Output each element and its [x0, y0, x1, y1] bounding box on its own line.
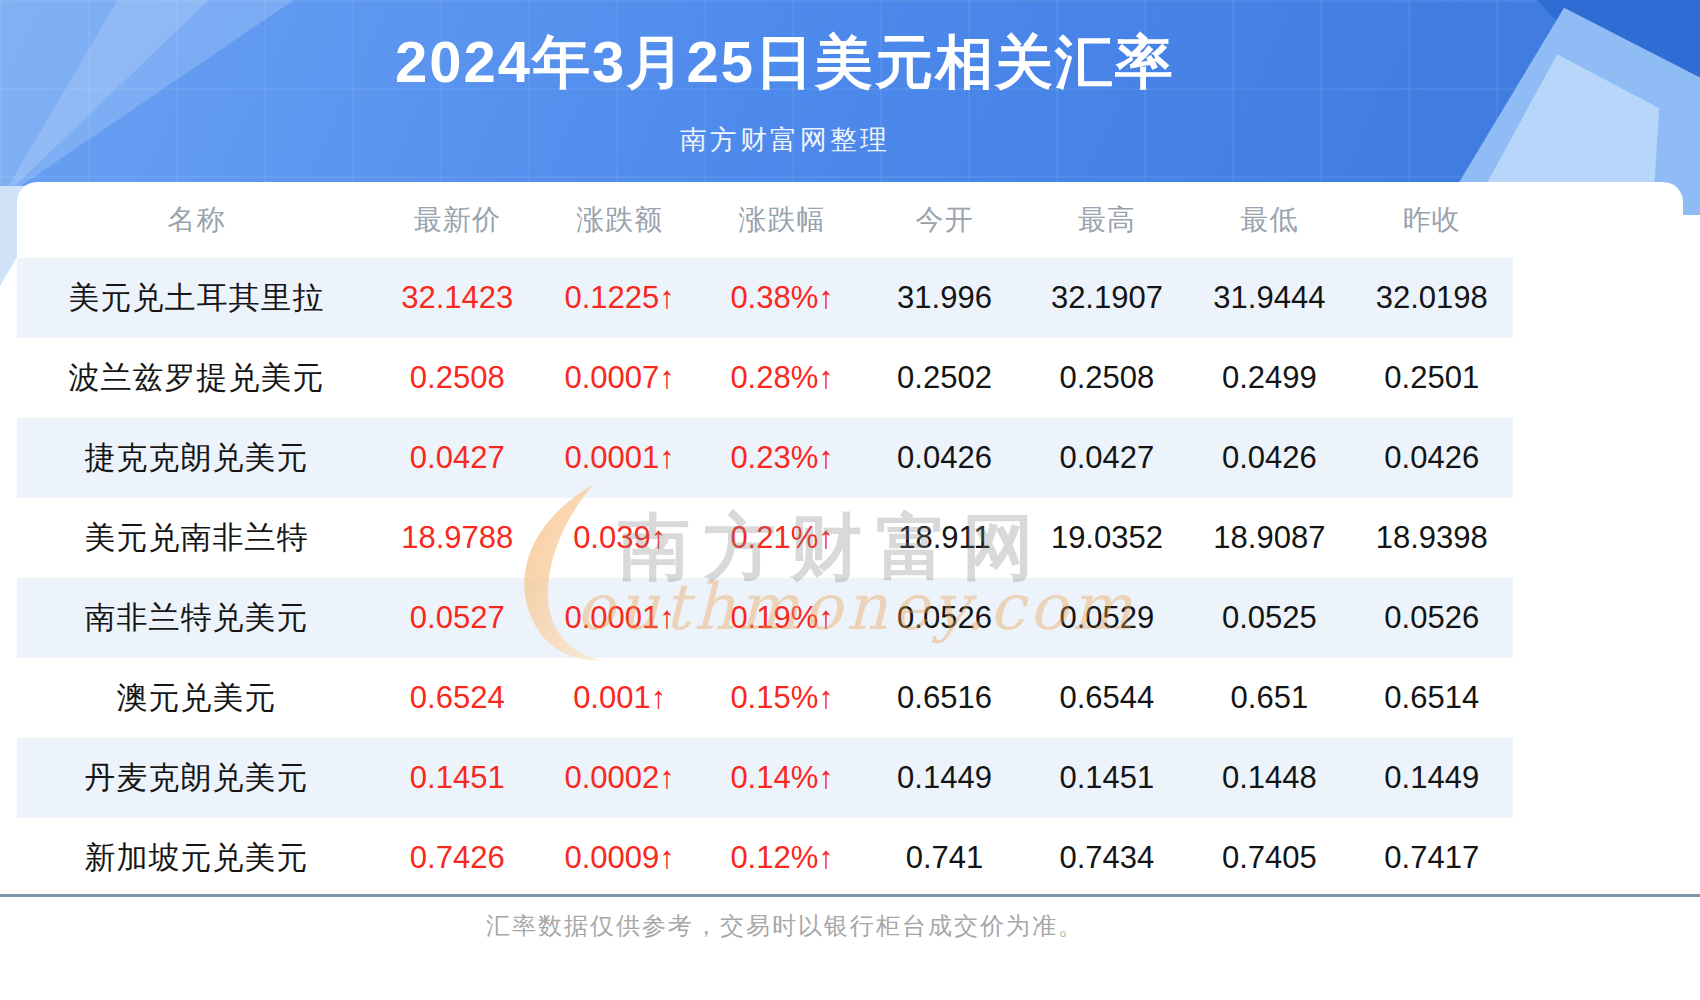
- cell-latest: 0.0527: [376, 578, 538, 658]
- table-row: 捷克克朗兑美元0.04270.0001↑0.23%↑0.04260.04270.…: [17, 418, 1513, 498]
- cell-high: 0.2508: [1026, 338, 1188, 418]
- cell-low: 0.2499: [1188, 338, 1350, 418]
- rates-table: 名称最新价涨跌额涨跌幅今开最高最低昨收 美元兑土耳其里拉32.14230.122…: [17, 182, 1513, 898]
- footer-divider: [0, 894, 1700, 897]
- cell-latest: 0.7426: [376, 818, 538, 898]
- cell-high: 0.1451: [1026, 738, 1188, 818]
- cell-change-pct: 0.12%↑: [701, 818, 863, 898]
- cell-high: 0.6544: [1026, 658, 1188, 738]
- cell-high: 0.0427: [1026, 418, 1188, 498]
- table-row: 新加坡元兑美元0.74260.0009↑0.12%↑0.7410.74340.7…: [17, 818, 1513, 898]
- table-row: 澳元兑美元0.65240.001↑0.15%↑0.65160.65440.651…: [17, 658, 1513, 738]
- cell-low: 31.9444: [1188, 258, 1350, 338]
- cell-open: 0.2502: [863, 338, 1025, 418]
- cell-low: 0.0426: [1188, 418, 1350, 498]
- cell-prev-close: 0.1449: [1351, 738, 1513, 818]
- footer-disclaimer: 汇率数据仅供参考，交易时以银行柜台成交价为准。: [0, 912, 1570, 940]
- cell-change: 0.001↑: [538, 658, 700, 738]
- cell-prev-close: 0.0526: [1351, 578, 1513, 658]
- column-header: 最低: [1188, 182, 1350, 258]
- cell-name: 南非兰特兑美元: [17, 578, 376, 658]
- cell-change: 0.0007↑: [538, 338, 700, 418]
- column-header: 涨跌额: [538, 182, 700, 258]
- header-content: 2024年3月25日美元相关汇率 南方财富网整理: [0, 0, 1570, 200]
- cell-name: 美元兑南非兰特: [17, 498, 376, 578]
- column-header: 最新价: [376, 182, 538, 258]
- cell-latest: 0.6524: [376, 658, 538, 738]
- cell-latest: 32.1423: [376, 258, 538, 338]
- cell-open: 0.0526: [863, 578, 1025, 658]
- cell-change: 0.1225↑: [538, 258, 700, 338]
- table-row: 美元兑土耳其里拉32.14230.1225↑0.38%↑31.99632.190…: [17, 258, 1513, 338]
- column-header: 最高: [1026, 182, 1188, 258]
- cell-high: 0.0529: [1026, 578, 1188, 658]
- cell-open: 0.741: [863, 818, 1025, 898]
- cell-latest: 0.2508: [376, 338, 538, 418]
- column-header: 今开: [863, 182, 1025, 258]
- cell-prev-close: 0.6514: [1351, 658, 1513, 738]
- column-header: 名称: [17, 182, 376, 258]
- page: 2024年3月25日美元相关汇率 南方财富网整理 名称最新价涨跌额涨跌幅今开最高…: [0, 0, 1700, 1000]
- cell-latest: 18.9788: [376, 498, 538, 578]
- cell-change: 0.0001↑: [538, 418, 700, 498]
- cell-prev-close: 32.0198: [1351, 258, 1513, 338]
- cell-change: 0.0009↑: [538, 818, 700, 898]
- cell-change-pct: 0.19%↑: [701, 578, 863, 658]
- table-row: 波兰兹罗提兑美元0.25080.0007↑0.28%↑0.25020.25080…: [17, 338, 1513, 418]
- cell-name: 澳元兑美元: [17, 658, 376, 738]
- cell-name: 波兰兹罗提兑美元: [17, 338, 376, 418]
- cell-change-pct: 0.23%↑: [701, 418, 863, 498]
- cell-latest: 0.0427: [376, 418, 538, 498]
- header-banner: 2024年3月25日美元相关汇率 南方财富网整理: [0, 0, 1700, 200]
- cell-prev-close: 0.2501: [1351, 338, 1513, 418]
- rates-table-card: 名称最新价涨跌额涨跌幅今开最高最低昨收 美元兑土耳其里拉32.14230.122…: [17, 182, 1683, 894]
- cell-low: 18.9087: [1188, 498, 1350, 578]
- cell-change: 0.0001↑: [538, 578, 700, 658]
- cell-change-pct: 0.15%↑: [701, 658, 863, 738]
- cell-low: 0.1448: [1188, 738, 1350, 818]
- table-row: 南非兰特兑美元0.05270.0001↑0.19%↑0.05260.05290.…: [17, 578, 1513, 658]
- cell-change-pct: 0.38%↑: [701, 258, 863, 338]
- cell-open: 0.6516: [863, 658, 1025, 738]
- cell-change-pct: 0.21%↑: [701, 498, 863, 578]
- cell-low: 0.0525: [1188, 578, 1350, 658]
- cell-change: 0.039↑: [538, 498, 700, 578]
- table-row: 丹麦克朗兑美元0.14510.0002↑0.14%↑0.14490.14510.…: [17, 738, 1513, 818]
- cell-open: 0.1449: [863, 738, 1025, 818]
- cell-change: 0.0002↑: [538, 738, 700, 818]
- column-header: 涨跌幅: [701, 182, 863, 258]
- cell-name: 丹麦克朗兑美元: [17, 738, 376, 818]
- cell-open: 31.996: [863, 258, 1025, 338]
- cell-prev-close: 0.7417: [1351, 818, 1513, 898]
- cell-open: 18.911: [863, 498, 1025, 578]
- cell-prev-close: 0.0426: [1351, 418, 1513, 498]
- cell-prev-close: 18.9398: [1351, 498, 1513, 578]
- cell-name: 捷克克朗兑美元: [17, 418, 376, 498]
- page-title: 2024年3月25日美元相关汇率: [0, 0, 1570, 102]
- cell-low: 0.7405: [1188, 818, 1350, 898]
- column-header: 昨收: [1351, 182, 1513, 258]
- cell-high: 32.1907: [1026, 258, 1188, 338]
- cell-high: 0.7434: [1026, 818, 1188, 898]
- cell-latest: 0.1451: [376, 738, 538, 818]
- cell-change-pct: 0.28%↑: [701, 338, 863, 418]
- table-header-row: 名称最新价涨跌额涨跌幅今开最高最低昨收: [17, 182, 1513, 258]
- table-row: 美元兑南非兰特18.97880.039↑0.21%↑18.91119.03521…: [17, 498, 1513, 578]
- cell-change-pct: 0.14%↑: [701, 738, 863, 818]
- cell-high: 19.0352: [1026, 498, 1188, 578]
- cell-name: 新加坡元兑美元: [17, 818, 376, 898]
- cell-open: 0.0426: [863, 418, 1025, 498]
- cell-low: 0.651: [1188, 658, 1350, 738]
- cell-name: 美元兑土耳其里拉: [17, 258, 376, 338]
- page-subtitle: 南方财富网整理: [0, 122, 1570, 158]
